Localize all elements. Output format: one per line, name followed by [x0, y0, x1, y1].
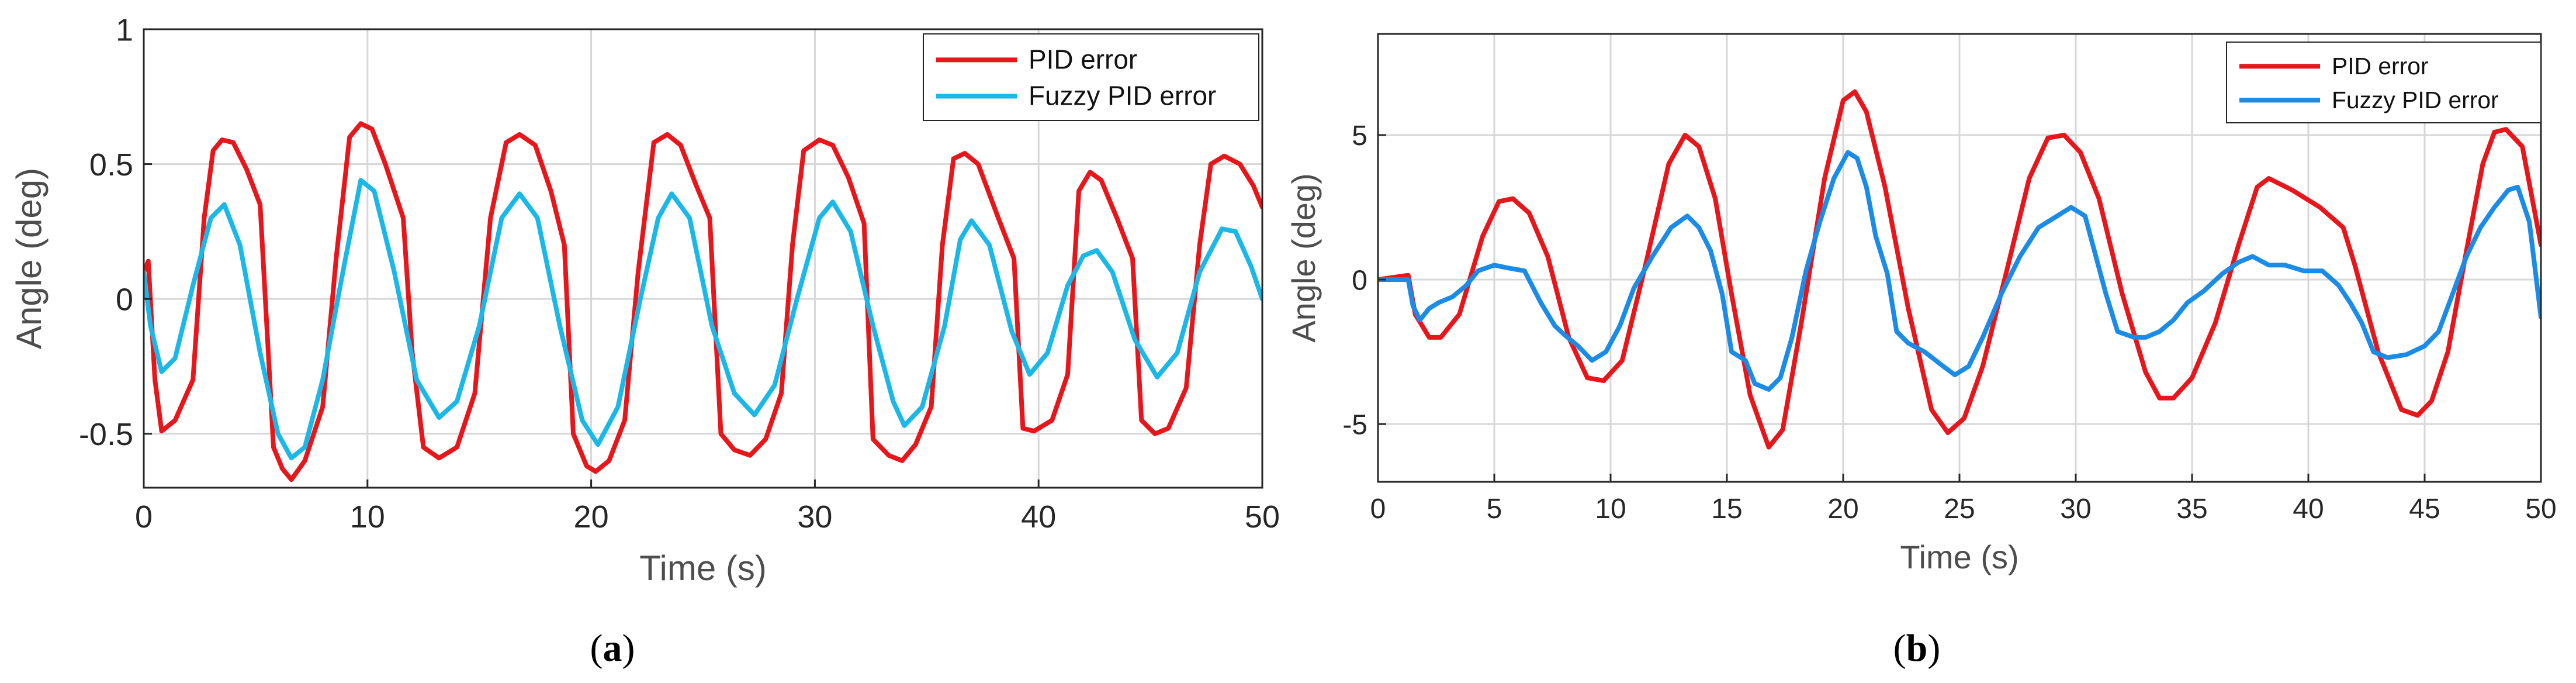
series-line-pid-error — [144, 121, 1262, 482]
legend-entry: Fuzzy PID error — [1029, 81, 1216, 111]
x-tick-label: 40 — [1021, 499, 1056, 534]
x-tick-label: 40 — [2293, 494, 2324, 525]
x-tick-label: 25 — [1944, 494, 1975, 525]
y-tick-label: 5 — [1352, 120, 1367, 151]
x-tick-label: 0 — [135, 499, 153, 534]
x-tick-label: 30 — [797, 499, 832, 534]
x-tick-label: 50 — [2525, 494, 2556, 525]
y-tick-label: 0.5 — [89, 147, 133, 182]
panel-caption: (a) — [590, 627, 635, 670]
x-tick-label: 45 — [2409, 494, 2440, 525]
y-tick-label: 1 — [116, 12, 133, 47]
legend-entry: Fuzzy PID error — [2332, 87, 2499, 113]
y-axis-label: Angle (deg) — [1285, 173, 1322, 343]
legend-box — [2226, 42, 2542, 123]
x-tick-label: 20 — [1827, 494, 1858, 525]
legend: PID error Fuzzy PID error — [2226, 42, 2542, 123]
x-tick-label: 10 — [350, 499, 385, 534]
x-tick-label: 30 — [2060, 494, 2091, 525]
y-axis-label: Angle (deg) — [9, 168, 49, 349]
panel-caption: (b) — [1893, 627, 1941, 670]
legend: PID error Fuzzy PID error — [923, 33, 1259, 121]
y-tick-label: 0 — [116, 282, 133, 318]
chart-panel-a: 0 10 20 30 40 50 -0.5 0 0.5 1 Time (s) Angle (deg) P… — [9, 12, 1280, 670]
x-tick-label: 50 — [1245, 499, 1280, 534]
y-tick-label: -0.5 — [79, 417, 133, 452]
chart-panel-b: 0 5 10 15 20 25 30 35 40 45 50 -5 0 5 Time (s) Angle (d… — [1285, 33, 2557, 670]
x-tick-label: 5 — [1487, 494, 1502, 525]
x-axis-label: Time (s) — [1900, 539, 2018, 575]
x-tick-label: 0 — [1370, 494, 1386, 525]
x-axis-label: Time (s) — [639, 549, 767, 588]
series-line-fuzzy-pid-error — [144, 178, 1262, 461]
series-line-pid-error — [1378, 89, 2541, 450]
y-tick-label: -5 — [1342, 409, 1367, 440]
x-tick-label: 10 — [1595, 494, 1626, 525]
axes-box — [143, 28, 1263, 489]
y-tick-label: 0 — [1352, 265, 1367, 296]
legend-entry: PID error — [1029, 44, 1137, 75]
x-tick-label: 20 — [574, 499, 609, 534]
x-tick-label: 15 — [1711, 494, 1742, 525]
legend-entry: PID error — [2332, 53, 2428, 80]
x-tick-label: 35 — [2176, 494, 2207, 525]
series-line-fuzzy-pid-error — [1378, 150, 2541, 392]
legend-box — [923, 33, 1259, 121]
